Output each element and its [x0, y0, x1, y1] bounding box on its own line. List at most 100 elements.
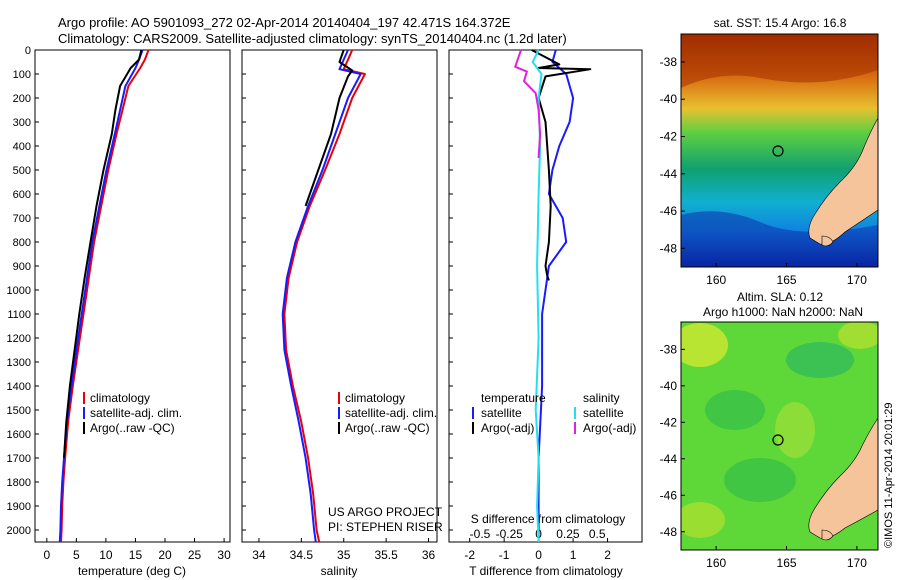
map-y-tick-label: -42 — [660, 130, 678, 144]
depth-tick-label: 500 — [13, 165, 31, 177]
sst-map-frame — [680, 33, 879, 268]
legend-label-satellite: satellite-adj. clim. — [345, 406, 437, 420]
sst-float-marker — [772, 145, 784, 157]
s-tick-label: -0.25 — [496, 527, 524, 541]
sla-map-subtitle: Argo h1000: NaN h2000: NaN — [703, 305, 863, 319]
x-tick-label: 15 — [129, 548, 143, 562]
map-x-tick-label: 170 — [847, 273, 867, 287]
x-tick-label: 20 — [158, 548, 172, 562]
depth-tick-label: 1600 — [7, 429, 31, 441]
x-tick-label: 36 — [422, 548, 436, 562]
sst-map-title: sat. SST: 15.4 Argo: 16.8 — [714, 16, 847, 30]
sla-anomaly — [775, 402, 815, 458]
depth-tick-label: 100 — [13, 69, 31, 81]
sla-anomaly — [786, 342, 854, 378]
depth-tick-label: 1200 — [7, 333, 31, 345]
x-tick-label: 35 — [337, 548, 351, 562]
depth-tick-label: 1500 — [7, 405, 31, 417]
land-stewart-island — [821, 235, 834, 247]
pi-annotation: PI: STEPHEN RISER — [328, 520, 443, 534]
depth-tick-label: 800 — [13, 237, 31, 249]
series-satellite-adj-clim — [281, 49, 362, 543]
map-x-tick-label: 160 — [706, 556, 726, 570]
figure-title-line2: Climatology: CARS2009. Satellite-adjuste… — [58, 31, 567, 46]
series-t-argo-adj — [531, 49, 592, 281]
depth-tick-label: 700 — [13, 213, 31, 225]
depth-axis: 0 100 200 300 400 500 600 700 800 900 1000 1100 1200… — [7, 45, 453, 537]
x-tick-label: 25 — [188, 548, 202, 562]
legend-label-t-satellite: satellite — [481, 406, 522, 420]
map-x-tick-label: 165 — [777, 273, 797, 287]
map-y-tick-label: -44 — [660, 167, 678, 181]
sla-anomaly — [838, 322, 878, 349]
map-y-tick-label: -48 — [660, 525, 678, 539]
s-tick-label: -0.5 — [470, 527, 491, 541]
depth-tick-label: 1300 — [7, 357, 31, 369]
depth-tick-label: 1100 — [7, 309, 31, 321]
series-climatology — [283, 49, 366, 543]
x-tick-label: -1 — [499, 548, 510, 562]
series-t-satellite — [537, 49, 575, 542]
land-south-island — [808, 417, 878, 539]
temperature-axis: 0 5 10 15 20 25 30 — [43, 538, 231, 562]
depth-tick-label: 1700 — [7, 453, 31, 465]
x-tick-label: 0 — [43, 548, 50, 562]
s-tick-label: 0.5 — [589, 527, 606, 541]
sla-float-marker — [772, 434, 784, 446]
depth-tick-label: 1000 — [7, 285, 31, 297]
map-y-tick-label: -46 — [660, 488, 678, 502]
legend-label-s-satellite: satellite — [583, 406, 624, 420]
legend-label-argo: Argo(..raw -QC) — [90, 421, 175, 435]
difference-legend: temperature salinity satellite Argo(-adj… — [472, 391, 636, 435]
legend-label-satellite: satellite-adj. clim. — [90, 406, 182, 420]
salinity-xlabel: salinity — [321, 564, 358, 578]
map-y-tick-label: -46 — [660, 204, 678, 218]
depth-tick-label: 200 — [13, 93, 31, 105]
map-y-tick-label: -38 — [660, 342, 678, 356]
map-y-tick-label: -40 — [660, 92, 678, 106]
legend-label-climatology: climatology — [90, 391, 150, 405]
sla-anomaly — [681, 502, 725, 538]
series-argo-raw-qc — [304, 49, 354, 207]
depth-tick-label: 900 — [13, 261, 31, 273]
legend-label-climatology: climatology — [345, 391, 405, 405]
map-x-tick-label: 165 — [777, 556, 797, 570]
sst-cold-patch — [681, 211, 878, 267]
sst-warm-patch — [681, 34, 878, 88]
series-climatology — [60, 49, 150, 543]
depth-tick-label: 1800 — [7, 477, 31, 489]
x-tick-label: 34 — [252, 548, 266, 562]
series-satellite-adj-clim — [58, 49, 144, 543]
temperature-panel — [34, 49, 231, 543]
series-layer — [58, 49, 592, 543]
project-annotation: US ARGO PROJECT — [328, 505, 443, 519]
legend-label-argo: Argo(..raw -QC) — [345, 421, 430, 435]
difference-axis: -2 -1 0 1 2-0.5 -0.25 0 0.25 0.5 — [464, 527, 611, 562]
sla-map-frame — [680, 321, 879, 551]
depth-tick-label: 2000 — [7, 525, 31, 537]
map-y-tick-label: -48 — [660, 241, 678, 255]
sst-map — [681, 34, 878, 267]
difference-xlabel-s: S difference from climatology — [471, 512, 626, 526]
map-x-tick-label: 160 — [706, 273, 726, 287]
x-tick-label: 0 — [535, 548, 542, 562]
sst-map-axis: 160 165 170 -38 -40 -42 -44 -46 -48 — [660, 55, 868, 287]
s-tick-label: 0.25 — [556, 527, 580, 541]
x-tick-label: 5 — [73, 548, 80, 562]
x-tick-label: -2 — [464, 548, 475, 562]
legend-group-salinity: salinity — [583, 391, 620, 405]
depth-tick-label: 1900 — [7, 501, 31, 513]
x-tick-label: 34.5 — [290, 548, 314, 562]
salinity-axis: 34 34.5 35 35.5 36 — [252, 538, 436, 562]
legend-label-t-argo: Argo(-adj) — [481, 421, 534, 435]
series-s-argo-adj — [514, 49, 542, 159]
x-tick-label: 30 — [217, 548, 231, 562]
map-y-tick-label: -38 — [660, 55, 678, 69]
series-s-satellite — [531, 49, 543, 543]
depth-tick-label: 400 — [13, 141, 31, 153]
sla-map — [681, 322, 878, 550]
land-south-island — [808, 117, 878, 245]
x-tick-label: 1 — [570, 548, 577, 562]
sla-anomaly — [705, 390, 765, 430]
